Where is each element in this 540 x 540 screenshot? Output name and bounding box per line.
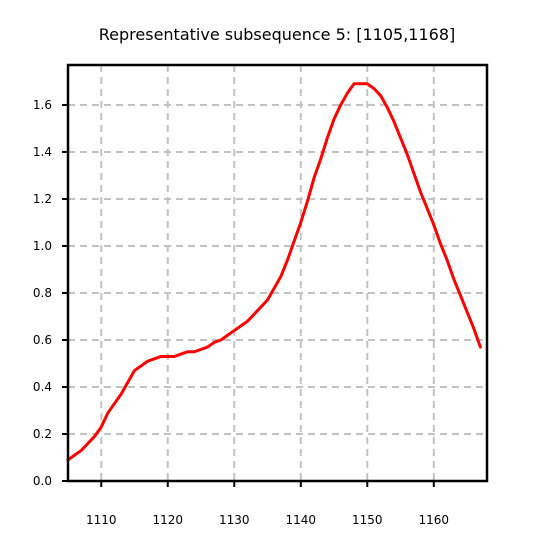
x-tick-label: 1110 [86,513,117,527]
y-tick-label: 0.8 [33,286,52,300]
y-tick-label: 0.2 [33,427,52,441]
axes: 1110 1120 1130 1140 1150 1160 0.0 0.2 0.4 0.6 0.8 1… [33,98,449,527]
y-tick-label: 1.6 [33,98,52,112]
grid [68,65,487,481]
y-tick-label: 0.6 [33,333,52,347]
x-tick-label: 1140 [286,513,317,527]
x-tick-label: 1120 [152,513,183,527]
series-line [66,82,482,462]
plot-frame [66,63,489,483]
chart-title: Representative subsequence 5: [1105,1168… [99,25,455,44]
y-tick-label: 0.4 [33,380,52,394]
y-tick-label: 1.0 [33,239,52,253]
x-tick-label: 1130 [219,513,250,527]
x-tick-label: 1150 [352,513,383,527]
y-tick-label: 1.2 [33,192,52,206]
x-tick-label: 1160 [419,513,450,527]
y-tick-label: 1.4 [33,145,52,159]
series-layer [66,82,482,462]
y-tick-label: 0.0 [33,474,52,488]
